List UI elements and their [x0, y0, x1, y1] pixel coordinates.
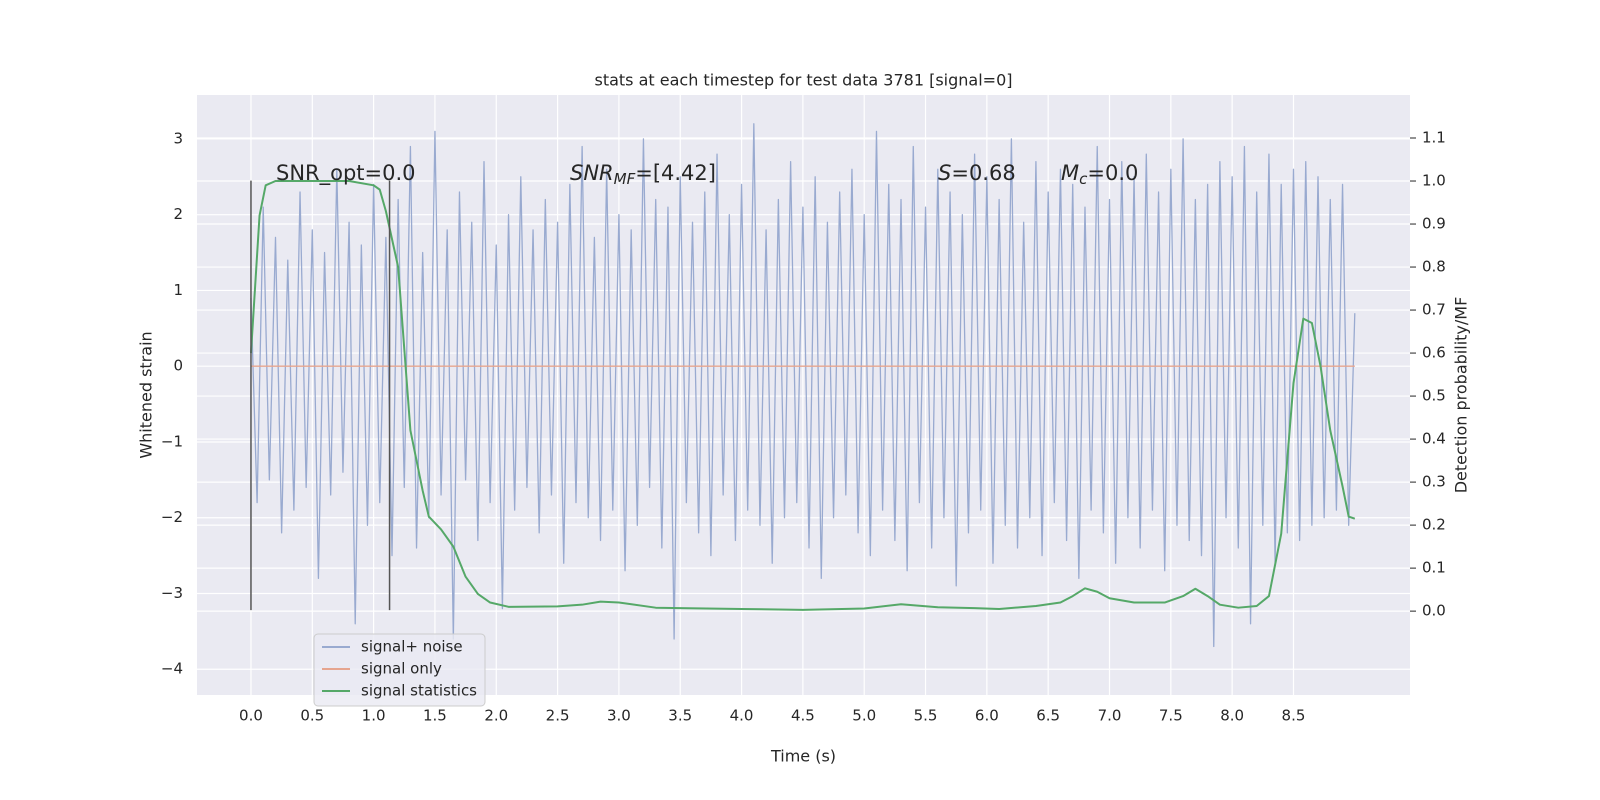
x-axis-label: Time (s): [770, 747, 836, 766]
x-tick-label: 0.5: [300, 707, 324, 725]
x-tick-label: 7.5: [1159, 707, 1183, 725]
y2-tick-label: 1.1: [1422, 129, 1446, 147]
legend: signal+ noise signal only signal statistic…: [313, 633, 486, 707]
y-tick-label: 1: [173, 281, 183, 299]
marks: [249, 123, 1356, 648]
y-tick-label: −2: [161, 508, 183, 526]
annotation-part: =0.68: [951, 161, 1015, 185]
x-tick-label: 1.0: [362, 707, 386, 725]
x-tick-label: 0.0: [239, 707, 263, 725]
legend-label: signal statistics: [361, 682, 477, 700]
y2-tick-label: 0.7: [1422, 301, 1446, 319]
y2-tick-label: 0.2: [1422, 516, 1446, 534]
annotation: Mc=0.0: [1061, 161, 1138, 188]
y-tick-label: −4: [161, 660, 183, 678]
ticks: 0.0 0.5 1.0 1.5 2.0 2.5 3.0 3.5 4.0 4.5 5.0 5.5 6.0 6…: [161, 129, 1446, 725]
x-tick-label: 5.0: [852, 707, 876, 725]
y2-tick-label: 0.6: [1422, 344, 1446, 362]
annotation-part: MF: [614, 170, 636, 188]
annotation-part: =0.0: [1087, 161, 1138, 185]
annotation-part: c: [1079, 170, 1088, 188]
y-tick-label: 2: [173, 205, 183, 223]
x-tick-label: 8.5: [1282, 707, 1306, 725]
annotation: SNR_opt=0.0: [276, 161, 416, 186]
chart-title: stats at each timestep for test data 378…: [594, 71, 1012, 90]
y2-axis-label: Detection probability/MF: [1452, 297, 1471, 494]
annotations: SNR_opt=0.0 SNRMF=[4.42] S=0.68 Mc=0.0: [276, 161, 1138, 188]
annotation-part: M: [1061, 161, 1079, 185]
y2-tick-label: 0.5: [1422, 387, 1446, 405]
annotation: SNRMF=[4.42]: [570, 161, 716, 188]
legend-box: [313, 633, 486, 707]
y2-tick-label: 0.9: [1422, 215, 1446, 233]
x-tick-label: 2.5: [546, 707, 570, 725]
annotation-part: S: [938, 161, 951, 185]
y-axis-label: Whitened strain: [137, 331, 156, 458]
y-tick-label: 0: [173, 357, 183, 375]
y2-tick-label: 0.8: [1422, 258, 1446, 276]
y-tick-label: 3: [173, 129, 183, 147]
x-tick-label: 4.5: [791, 707, 815, 725]
x-tick-label: 7.0: [1098, 707, 1122, 725]
y-tick-label: −3: [161, 584, 183, 602]
y2-tick-label: 0.4: [1422, 430, 1446, 448]
series-line: [249, 180, 1356, 611]
y-tick-label: −1: [161, 432, 183, 450]
y2-tick-label: 0.0: [1422, 602, 1446, 620]
y2-tick-label: 1.0: [1422, 172, 1446, 190]
x-tick-label: 1.5: [423, 707, 447, 725]
y2-tick-label: 0.1: [1422, 559, 1446, 577]
x-tick-label: 4.0: [730, 707, 754, 725]
annotation: S=0.68: [938, 161, 1016, 185]
x-tick-label: 6.0: [975, 707, 999, 725]
legend-label: signal+ noise: [361, 638, 463, 656]
x-tick-label: 6.5: [1036, 707, 1060, 725]
x-tick-label: 3.5: [668, 707, 692, 725]
x-tick-label: 2.0: [484, 707, 508, 725]
x-tick-label: 3.0: [607, 707, 631, 725]
x-tick-label: 5.5: [914, 707, 938, 725]
annotation-part: SNR_opt=0.0: [276, 161, 416, 186]
y2-tick-label: 0.3: [1422, 473, 1446, 491]
annotation-part: SNR: [570, 161, 614, 185]
x-tick-label: 8.0: [1220, 707, 1244, 725]
annotation-part: =[4.42]: [635, 161, 716, 185]
legend-label: signal only: [361, 660, 442, 678]
series-line: [250, 123, 1356, 648]
